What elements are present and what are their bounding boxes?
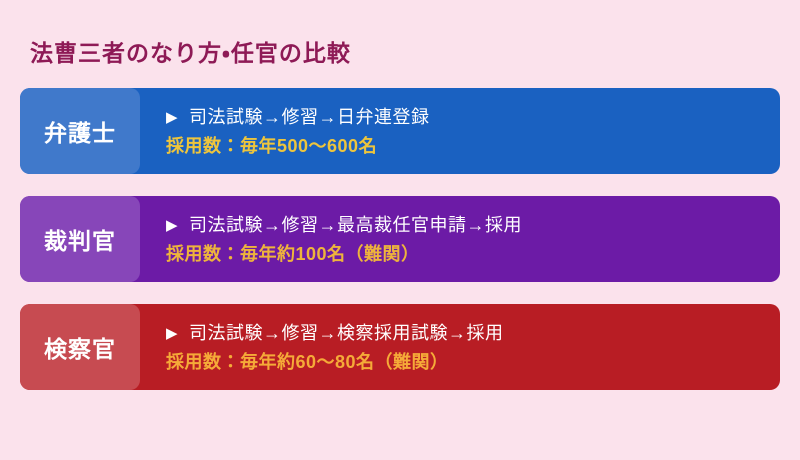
row-content: ▶ 司法試験→修習→最高裁任官申請→採用 採用数：毎年約100名（難関） bbox=[166, 196, 768, 282]
recruits-count-text: 採用数：毎年約60〜80名（難関） bbox=[166, 352, 449, 372]
career-route-line: ▶ 司法試験→修習→日弁連登録 bbox=[166, 101, 768, 131]
profession-label: 裁判官 bbox=[20, 196, 140, 282]
comparison-row-judge: 裁判官 ▶ 司法試験→修習→最高裁任官申請→採用 採用数：毎年約100名（難関） bbox=[20, 196, 780, 282]
page-title: 法曹三者のなり方・任官の比較 bbox=[30, 40, 351, 67]
career-route-text: 司法試験→修習→日弁連登録 bbox=[189, 107, 430, 127]
triangle-bullet-icon: ▶ bbox=[166, 216, 179, 234]
career-route-line: ▶ 司法試験→修習→検察採用試験→採用 bbox=[166, 317, 768, 347]
comparison-row-prosecutor: 検察官 ▶ 司法試験→修習→検察採用試験→採用 採用数：毎年約60〜80名（難関… bbox=[20, 304, 780, 390]
comparison-row-lawyer: 弁護士 ▶ 司法試験→修習→日弁連登録 採用数：毎年500〜600名 bbox=[20, 88, 780, 174]
career-route-text: 司法試験→修習→検察採用試験→採用 bbox=[189, 323, 504, 343]
recruits-count-text: 採用数：毎年約100名（難関） bbox=[166, 244, 420, 264]
profession-label: 弁護士 bbox=[20, 88, 140, 174]
triangle-bullet-icon: ▶ bbox=[166, 324, 179, 342]
career-route-line: ▶ 司法試験→修習→最高裁任官申請→採用 bbox=[166, 209, 768, 239]
row-content: ▶ 司法試験→修習→日弁連登録 採用数：毎年500〜600名 bbox=[166, 88, 768, 174]
recruits-count-text: 採用数：毎年500〜600名 bbox=[166, 136, 378, 156]
career-route-text: 司法試験→修習→最高裁任官申請→採用 bbox=[189, 215, 523, 235]
triangle-bullet-icon: ▶ bbox=[166, 108, 179, 126]
row-content: ▶ 司法試験→修習→検察採用試験→採用 採用数：毎年約60〜80名（難関） bbox=[166, 304, 768, 390]
profession-label: 検察官 bbox=[20, 304, 140, 390]
